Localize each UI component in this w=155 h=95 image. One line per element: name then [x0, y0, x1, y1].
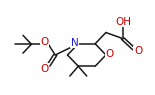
- Text: O: O: [40, 37, 49, 47]
- Text: O: O: [134, 46, 142, 56]
- Text: N: N: [71, 38, 79, 48]
- Text: O: O: [40, 64, 49, 74]
- Text: O: O: [105, 49, 113, 59]
- Text: OH: OH: [116, 17, 132, 27]
